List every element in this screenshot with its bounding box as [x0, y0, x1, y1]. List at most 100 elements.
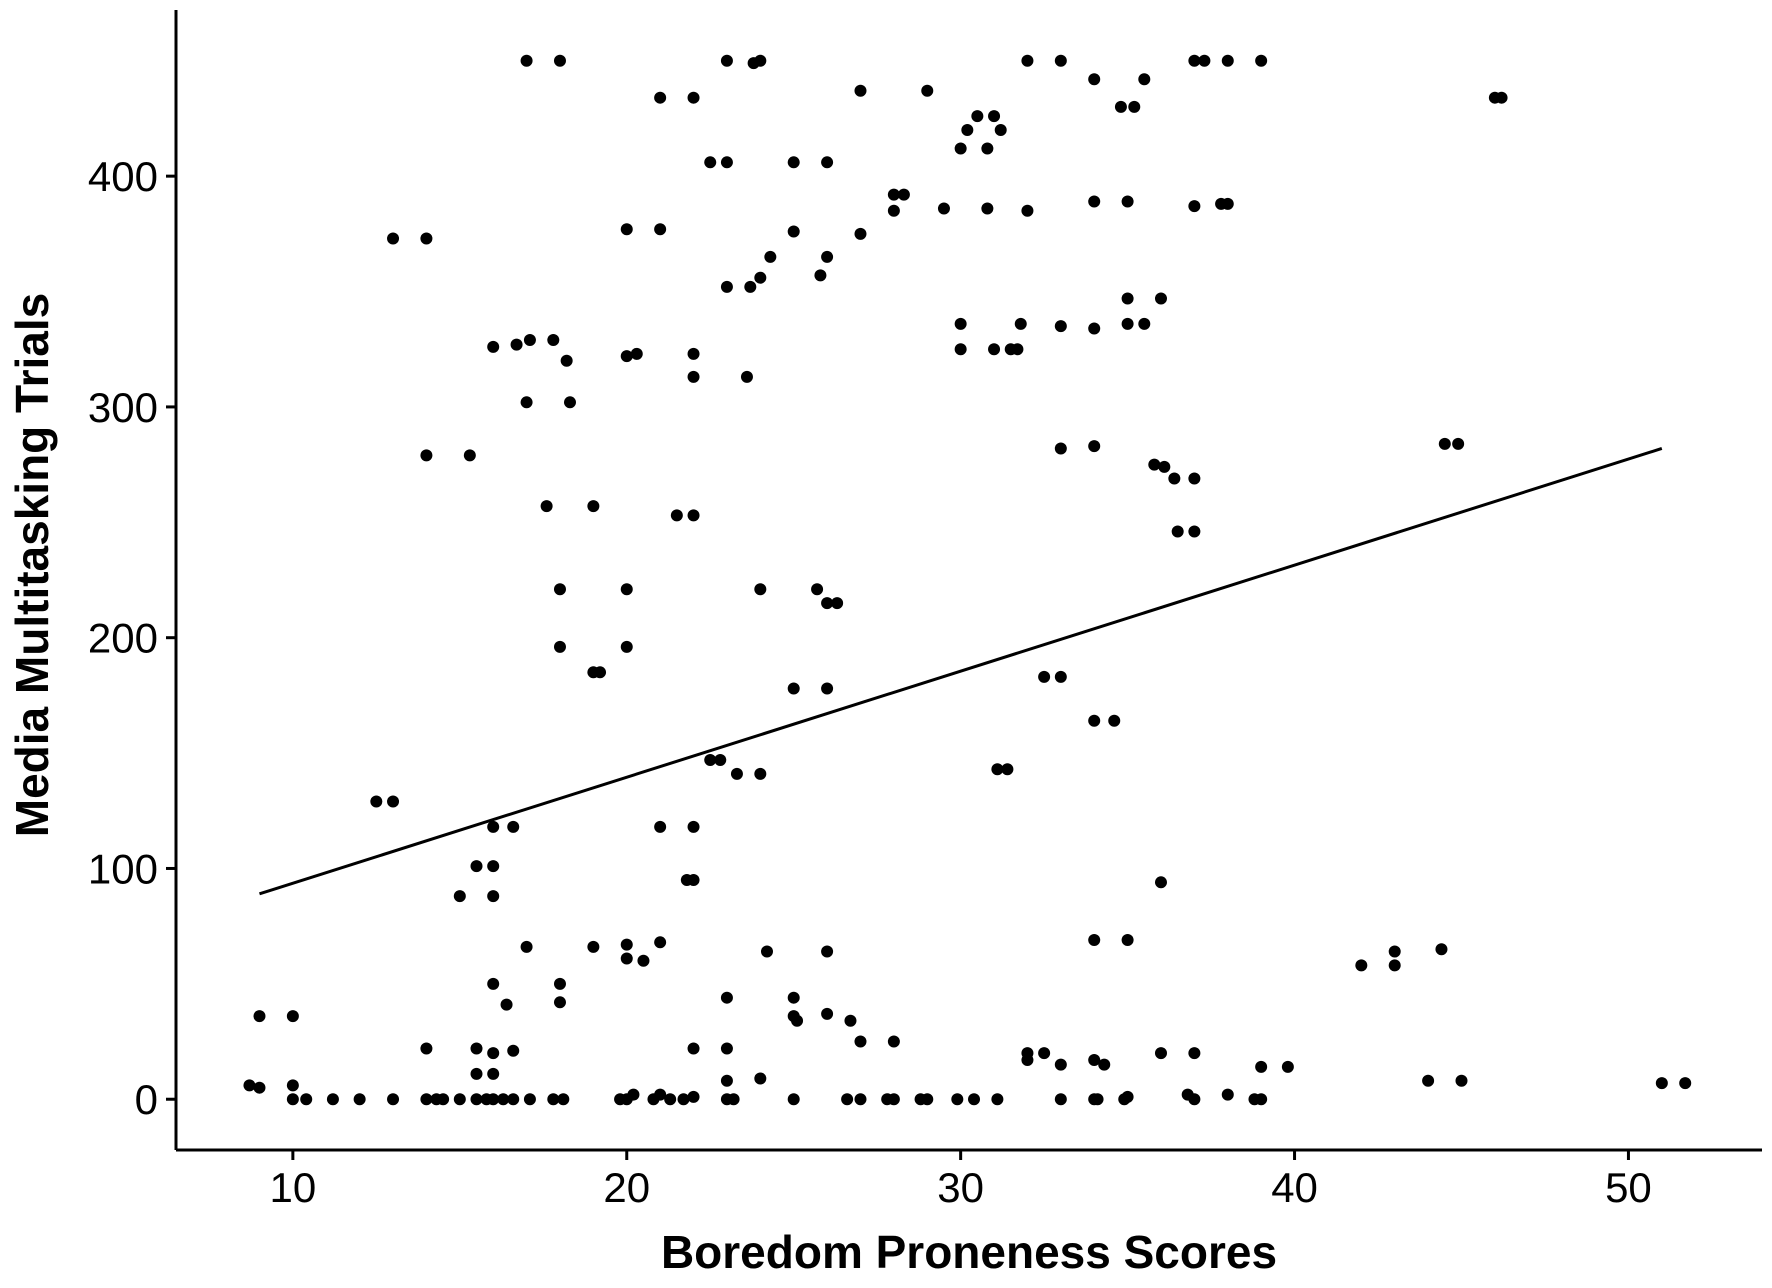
data-point — [523, 1093, 536, 1106]
data-point — [557, 1093, 570, 1106]
data-point — [286, 1093, 299, 1106]
data-point — [1054, 320, 1067, 333]
data-point — [754, 767, 767, 780]
data-point — [520, 54, 533, 67]
data-point — [1054, 1093, 1067, 1106]
ticks: 10 20 30 40 50 0 100 200 300 400 — [88, 153, 1652, 1211]
data-point — [520, 396, 533, 409]
data-point — [714, 754, 727, 766]
data-point — [547, 334, 560, 346]
data-point — [968, 1093, 981, 1106]
data-point — [791, 1014, 804, 1027]
x-tick-label: 30 — [937, 1164, 984, 1211]
data-point — [1021, 54, 1034, 67]
data-point — [1255, 1060, 1268, 1073]
y-tick-label: 400 — [88, 153, 158, 200]
data-point — [1154, 876, 1167, 889]
data-point — [563, 396, 576, 409]
data-point — [811, 583, 824, 596]
data-point — [470, 860, 483, 873]
data-point — [988, 343, 1001, 356]
data-point — [620, 640, 633, 653]
data-point — [887, 188, 900, 201]
data-point — [420, 1093, 433, 1106]
data-point — [754, 1072, 767, 1085]
data-point — [654, 223, 667, 236]
data-point — [1121, 934, 1134, 946]
trend-line-group — [259, 447, 1663, 896]
data-point — [821, 682, 834, 695]
data-point — [286, 1010, 299, 1023]
data-point — [821, 250, 834, 263]
data-point — [787, 991, 800, 1004]
data-point — [994, 124, 1007, 136]
data-point — [620, 223, 633, 236]
data-point — [1388, 959, 1401, 972]
x-tick-label: 50 — [1605, 1164, 1652, 1211]
data-point — [1121, 195, 1134, 208]
data-point — [487, 1093, 500, 1106]
data-point — [951, 1093, 964, 1106]
data-point — [1121, 292, 1134, 305]
data-point — [897, 188, 910, 201]
data-point — [720, 280, 733, 293]
data-point — [1114, 100, 1127, 113]
data-point — [1021, 204, 1034, 217]
data-point — [487, 1047, 500, 1060]
y-tick-label: 300 — [88, 384, 158, 431]
data-point — [764, 250, 777, 263]
data-point — [821, 1007, 834, 1020]
data-point — [988, 110, 1001, 123]
data-point — [1188, 1093, 1201, 1106]
data-point — [720, 991, 733, 1004]
data-point — [553, 583, 566, 596]
data-point — [744, 280, 757, 293]
data-point — [1679, 1077, 1692, 1090]
data-point — [854, 84, 867, 97]
data-point — [1088, 714, 1101, 727]
data-point — [687, 1042, 700, 1055]
data-point — [1001, 763, 1014, 776]
data-point — [1495, 91, 1508, 104]
data-point — [540, 500, 553, 513]
data-point — [961, 124, 974, 136]
data-point — [841, 1093, 854, 1106]
data-point — [1158, 460, 1171, 473]
data-point — [1281, 1060, 1294, 1073]
data-point — [687, 1090, 700, 1103]
data-point — [1088, 934, 1101, 946]
data-point — [1188, 525, 1201, 538]
data-point — [1388, 945, 1401, 958]
data-point — [507, 1093, 520, 1106]
data-point — [637, 954, 650, 967]
data-point — [747, 57, 760, 70]
data-point — [1088, 73, 1101, 86]
data-point — [670, 509, 683, 522]
data-point — [787, 225, 800, 238]
data-point — [370, 795, 383, 808]
data-point — [553, 977, 566, 990]
data-point — [1148, 458, 1161, 471]
data-point — [1138, 317, 1151, 330]
data-point — [754, 583, 767, 596]
data-point — [547, 1093, 560, 1106]
data-point — [620, 952, 633, 965]
data-point — [510, 338, 523, 351]
x-tick-label: 10 — [270, 1164, 317, 1211]
data-point — [887, 204, 900, 217]
data-point — [787, 682, 800, 695]
data-point — [470, 1067, 483, 1080]
data-point — [954, 317, 967, 330]
data-point — [887, 1035, 900, 1048]
data-point — [954, 343, 967, 356]
data-point — [1154, 292, 1167, 305]
data-point — [1255, 1093, 1268, 1106]
data-point — [821, 156, 834, 169]
data-point — [553, 996, 566, 1009]
data-point — [1188, 200, 1201, 213]
data-point — [687, 347, 700, 360]
data-point — [437, 1093, 450, 1106]
data-point — [487, 820, 500, 833]
data-point — [620, 938, 633, 951]
data-point — [1221, 54, 1234, 67]
